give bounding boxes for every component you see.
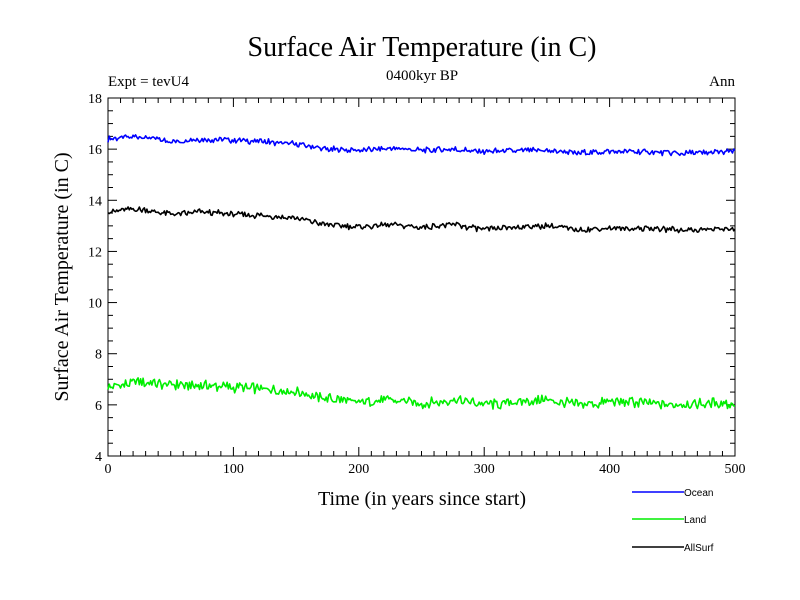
legend-label-land: Land [684,515,706,526]
legend: Ocean Land AllSurf [632,488,714,554]
y-tick-label: 6 [95,399,102,414]
y-tick-label: 14 [88,194,102,209]
x-tick-label: 100 [223,462,244,477]
y-axis: 4 6 8 10 12 14 16 18 [88,92,735,465]
legend-label-allsurf: AllSurf [684,543,714,554]
x-tick-label: 0 [105,462,112,477]
x-tick-label: 400 [599,462,620,477]
chart-title: Surface Air Temperature (in C) [248,32,597,63]
x-tick-label: 200 [348,462,369,477]
series-line-land [107,377,736,410]
x-tick-label: 300 [474,462,495,477]
y-tick-label: 12 [88,245,102,260]
y-tick-label: 16 [88,143,102,158]
season-label: Ann [709,74,735,90]
y-tick-label: 4 [95,450,102,465]
series-lines [107,134,736,410]
legend-label-ocean: Ocean [684,488,713,499]
chart-subtitle: 0400kyr BP [386,68,458,84]
y-tick-label: 10 [88,297,102,312]
y-axis-label: Surface Air Temperature (in C) [51,152,73,401]
y-tick-label: 18 [88,92,102,107]
x-axis-label: Time (in years since start) [318,488,526,510]
y-tick-label: 8 [95,348,102,363]
x-tick-label: 500 [725,462,746,477]
series-line-ocean [107,134,736,157]
experiment-label: Expt = tevU4 [108,74,189,90]
series-line-allsurf [107,206,736,234]
x-axis: 0 100 200 300 400 500 [105,98,746,477]
